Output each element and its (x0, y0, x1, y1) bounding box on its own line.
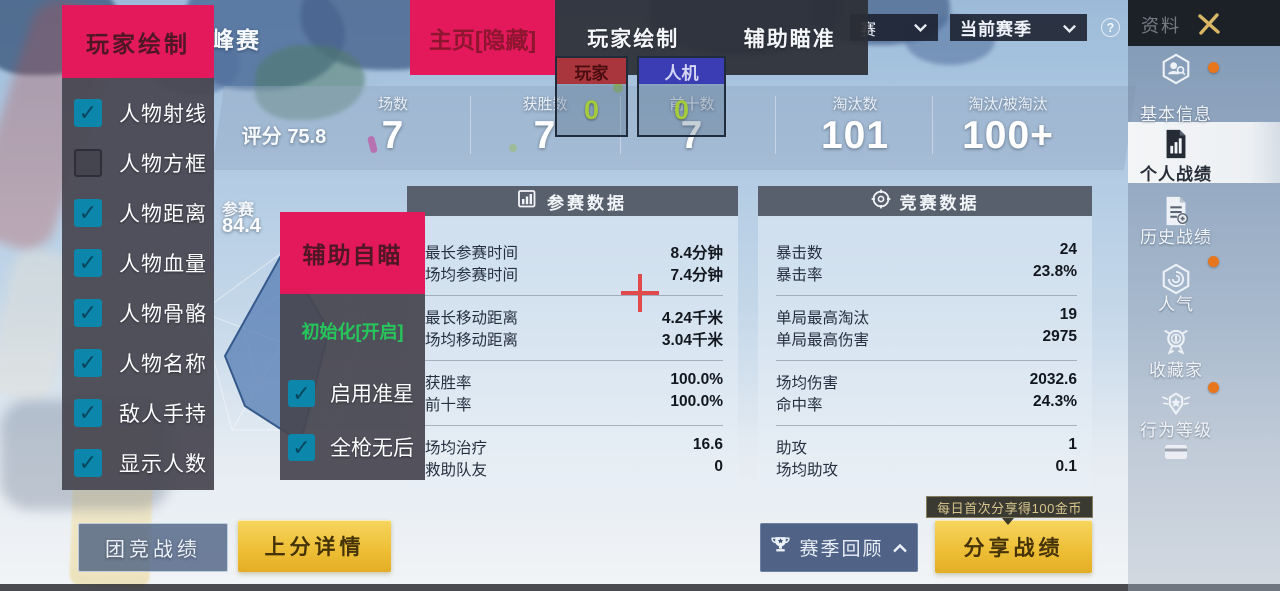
participation-panel: 参赛数据 最长参赛时间 8.4分钟 场均参赛时间 7.4分钟 最长移动距离 4.24千… (407, 186, 738, 492)
tooltip-arrow (1002, 518, 1014, 525)
player-counter-label: 玩家 (557, 58, 626, 84)
winged-badge-icon (1159, 388, 1193, 422)
checkbox[interactable] (288, 379, 315, 407)
profile-sidebar: 资料 基本信息 个人战绩 历史战绩 (1128, 0, 1280, 591)
aim-assist-menu: 辅助自瞄 初始化[开启] 启用准星 全枪无后 (280, 212, 425, 480)
menu-item-enemy-weapon[interactable]: 敌人手持 (62, 388, 214, 438)
sidebar-selected-highlight (1128, 122, 1280, 183)
menu-item-enable-crosshair[interactable]: 启用准星 (288, 378, 414, 408)
participation-panel-title: 参赛数据 (547, 193, 627, 213)
radar-value: 84.4 (222, 215, 261, 237)
menu-item-player-count[interactable]: 显示人数 (62, 438, 214, 488)
checkbox[interactable] (74, 449, 102, 477)
history-document-icon (1159, 194, 1193, 228)
season-review-button[interactable]: 赛季回顾 (760, 523, 918, 572)
home-hide-button[interactable]: 主页[隐藏] (410, 0, 555, 75)
close-icon[interactable] (1190, 8, 1228, 40)
checkbox[interactable] (74, 299, 102, 327)
checkbox[interactable] (74, 399, 102, 427)
aim-assist-menu-title: 辅助自瞄 (280, 212, 425, 294)
team-results-button[interactable]: 团竞战绩 (78, 523, 228, 572)
competition-panel-title: 竞赛数据 (899, 193, 980, 213)
checkbox[interactable] (74, 149, 102, 177)
player-counter[interactable]: 玩家 0 (555, 56, 628, 137)
mode-title: 峰赛 (211, 27, 261, 53)
player-draw-menu: 玩家绘制 人物射线 人物方框 人物距离 人物血量 人物骨骼 (62, 5, 214, 490)
score: 评分 75.8 (224, 120, 344, 149)
bot-counter-label: 人机 (639, 58, 724, 84)
season-dropdown-label: 当前赛季 (960, 20, 1032, 39)
menu-item-box[interactable]: 人物方框 (62, 138, 214, 188)
player-draw-menu-body: 人物射线 人物方框 人物距离 人物血量 人物骨骼 人物名称 (62, 78, 214, 490)
sidebar-title: 资料 (1141, 16, 1181, 36)
stat-matches: 场数 7 (377, 96, 408, 157)
checkbox[interactable] (74, 349, 102, 377)
help-icon[interactable]: ? (1101, 18, 1120, 37)
radar-label: 参赛 (222, 202, 255, 219)
competition-panel: 竞赛数据 暴击数 24 暴击率 23.8% 单局最高淘汰 19 单局最高伤害 2975 … (758, 186, 1092, 492)
checkbox[interactable] (288, 433, 315, 461)
share-reward-tooltip: 每日首次分享得100金币 (926, 496, 1093, 518)
menu-item-no-recoil[interactable]: 全枪无后 (288, 432, 414, 462)
score-label: 评分 (241, 126, 282, 148)
bot-counter-value: 0 (673, 95, 690, 125)
bar-chart-icon (518, 189, 538, 213)
notification-dot (1208, 62, 1219, 73)
bot-counter[interactable]: 人机 0 (637, 56, 726, 137)
profile-hexagon-icon (1159, 52, 1193, 86)
rose-hexagon-icon (1159, 262, 1193, 296)
checkbox[interactable] (74, 99, 102, 127)
aim-init-status: 初始化[开启] (301, 322, 404, 342)
card-icon[interactable] (1164, 444, 1188, 465)
menu-item-skeleton[interactable]: 人物骨骼 (62, 288, 214, 338)
rank-details-button[interactable]: 上分详情 (238, 520, 391, 572)
tab-player-draw[interactable]: 玩家绘制 (587, 27, 680, 51)
chevron-up-icon (892, 537, 908, 559)
crosshair-icon (621, 274, 659, 312)
bottom-edge-bar (0, 584, 1280, 591)
season-review-label: 赛季回顾 (799, 539, 884, 560)
stats-bar: 评分 75.8 场数 7 获胜数 7 前十数 7 淘汰数 101 淘汰/被淘汰 100+ (212, 86, 1136, 170)
player-counter-value: 0 (583, 95, 600, 125)
sidebar-header: 资料 (1128, 0, 1280, 46)
chevron-down-icon (913, 19, 928, 37)
checkbox[interactable] (74, 249, 102, 277)
chevron-down-icon (1062, 18, 1077, 38)
menu-item-health[interactable]: 人物血量 (62, 238, 214, 288)
checkbox[interactable] (74, 199, 102, 227)
collector-medal-icon (1159, 324, 1193, 358)
notification-dot (1208, 256, 1219, 267)
score-value: 75.8 (287, 126, 327, 148)
notification-dot (1208, 382, 1219, 393)
tab-aim-assist[interactable]: 辅助瞄准 (743, 27, 836, 51)
menu-item-distance[interactable]: 人物距离 (62, 188, 214, 238)
target-icon (871, 189, 891, 214)
stat-kd: 淘汰/被淘汰 100+ (962, 96, 1054, 157)
share-results-button[interactable]: 分享战绩 (935, 520, 1092, 573)
stats-document-icon (1159, 127, 1193, 161)
trophy-icon (770, 535, 791, 560)
stat-eliminations: 淘汰数 101 (820, 96, 890, 157)
season-dropdown[interactable]: 当前赛季 (950, 14, 1087, 41)
menu-item-ray[interactable]: 人物射线 (62, 88, 214, 138)
menu-item-name[interactable]: 人物名称 (62, 338, 214, 388)
player-draw-menu-title: 玩家绘制 (62, 5, 214, 78)
